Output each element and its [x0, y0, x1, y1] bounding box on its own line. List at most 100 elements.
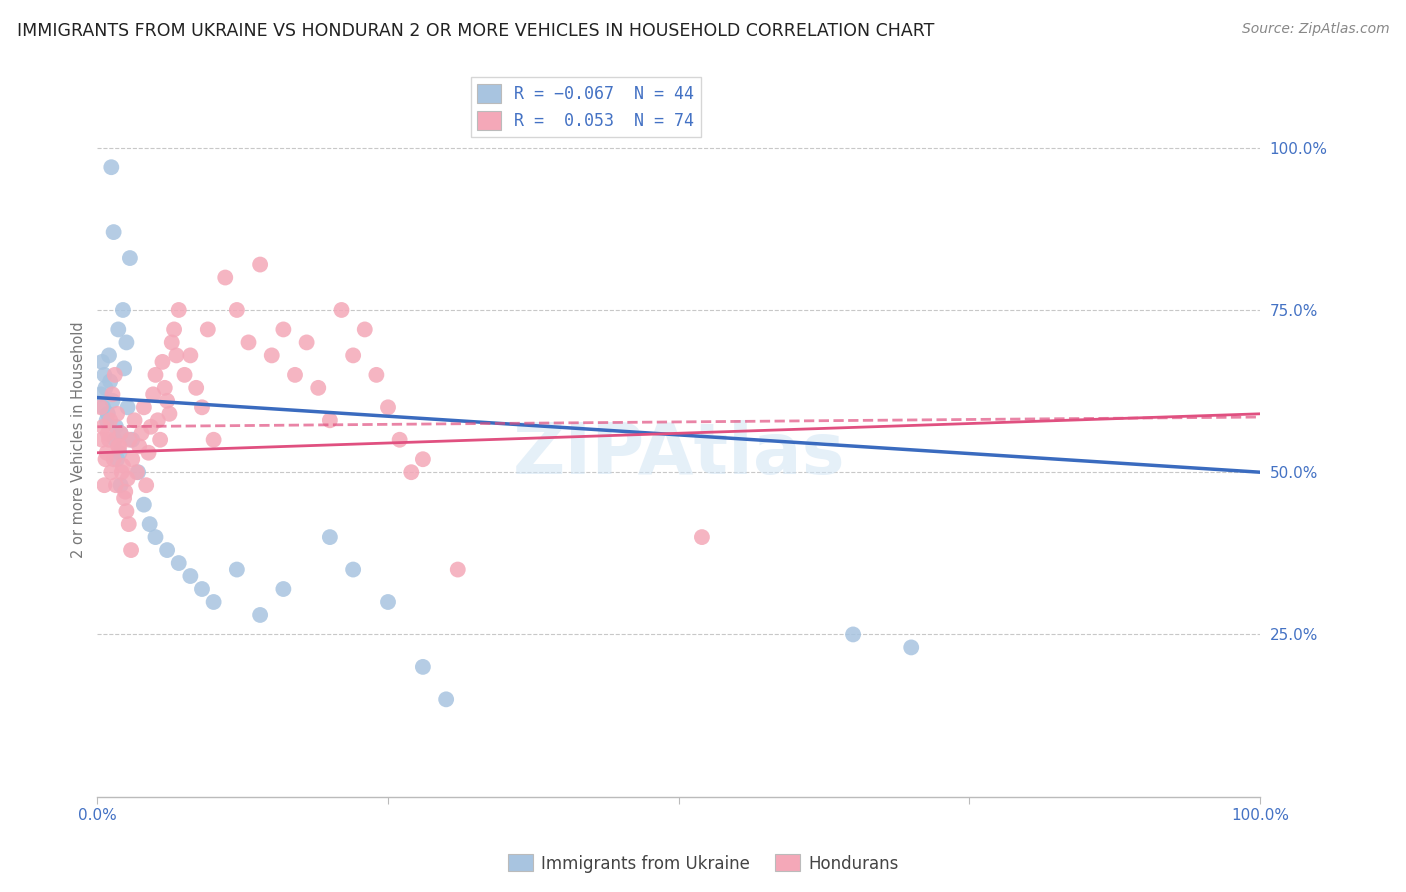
Point — [249, 258, 271, 272]
Point — [117, 472, 139, 486]
Point — [145, 530, 167, 544]
Point — [93, 478, 115, 492]
Point — [135, 478, 157, 492]
Point — [104, 368, 127, 382]
Point — [238, 335, 260, 350]
Point — [97, 407, 120, 421]
Point — [90, 401, 112, 415]
Point — [173, 368, 195, 382]
Point — [96, 446, 118, 460]
Point — [110, 426, 132, 441]
Point — [342, 563, 364, 577]
Point — [377, 401, 399, 415]
Point — [118, 517, 141, 532]
Legend: R = −0.067  N = 44, R =  0.053  N = 74: R = −0.067 N = 44, R = 0.053 N = 74 — [471, 77, 700, 137]
Point — [167, 556, 190, 570]
Point — [112, 361, 135, 376]
Point — [139, 419, 162, 434]
Point — [138, 517, 160, 532]
Point — [900, 640, 922, 655]
Point — [690, 530, 713, 544]
Point — [156, 393, 179, 408]
Point — [103, 225, 125, 239]
Point — [118, 251, 141, 265]
Text: ZIPAtlas: ZIPAtlas — [512, 419, 845, 489]
Point — [128, 439, 150, 453]
Point — [115, 504, 138, 518]
Point — [105, 452, 128, 467]
Point — [100, 465, 122, 479]
Point — [353, 322, 375, 336]
Point — [225, 563, 247, 577]
Point — [98, 433, 121, 447]
Point — [111, 465, 134, 479]
Point — [225, 303, 247, 318]
Point — [273, 322, 295, 336]
Legend: Immigrants from Ukraine, Hondurans: Immigrants from Ukraine, Hondurans — [501, 847, 905, 880]
Point — [202, 433, 225, 447]
Point — [118, 433, 141, 447]
Point — [101, 387, 124, 401]
Text: Source: ZipAtlas.com: Source: ZipAtlas.com — [1241, 22, 1389, 37]
Point — [111, 303, 134, 318]
Point — [101, 393, 124, 408]
Point — [447, 563, 470, 577]
Point — [149, 433, 172, 447]
Point — [121, 452, 143, 467]
Point — [163, 322, 186, 336]
Point — [412, 660, 434, 674]
Point — [401, 465, 423, 479]
Point — [152, 355, 174, 369]
Point — [104, 478, 127, 492]
Point — [94, 381, 117, 395]
Point — [90, 387, 112, 401]
Point — [111, 458, 134, 473]
Point — [377, 595, 399, 609]
Point — [107, 322, 129, 336]
Point — [91, 419, 114, 434]
Point — [110, 478, 132, 492]
Point — [249, 607, 271, 622]
Point — [388, 433, 411, 447]
Point — [100, 160, 122, 174]
Point — [284, 368, 307, 382]
Point — [366, 368, 388, 382]
Point — [93, 368, 115, 382]
Point — [91, 433, 114, 447]
Point — [307, 381, 329, 395]
Point — [260, 348, 283, 362]
Point — [191, 401, 214, 415]
Point — [105, 407, 128, 421]
Point — [319, 413, 342, 427]
Point — [167, 303, 190, 318]
Point — [342, 348, 364, 362]
Point — [145, 368, 167, 382]
Point — [186, 381, 208, 395]
Point — [114, 484, 136, 499]
Point — [107, 439, 129, 453]
Point — [132, 498, 155, 512]
Point — [412, 452, 434, 467]
Text: IMMIGRANTS FROM UKRAINE VS HONDURAN 2 OR MORE VEHICLES IN HOUSEHOLD CORRELATION : IMMIGRANTS FROM UKRAINE VS HONDURAN 2 OR… — [17, 22, 934, 40]
Point — [98, 413, 121, 427]
Point — [138, 446, 160, 460]
Point — [91, 401, 114, 415]
Point — [91, 355, 114, 369]
Point — [108, 439, 131, 453]
Point — [273, 582, 295, 596]
Point — [159, 407, 181, 421]
Point — [179, 569, 201, 583]
Point — [120, 543, 142, 558]
Point — [98, 348, 121, 362]
Point — [142, 387, 165, 401]
Point — [160, 335, 183, 350]
Point — [121, 433, 143, 447]
Point — [319, 530, 342, 544]
Point — [842, 627, 865, 641]
Point — [179, 348, 201, 362]
Point — [117, 401, 139, 415]
Point — [165, 348, 187, 362]
Point — [125, 465, 148, 479]
Point — [153, 381, 176, 395]
Point — [98, 375, 121, 389]
